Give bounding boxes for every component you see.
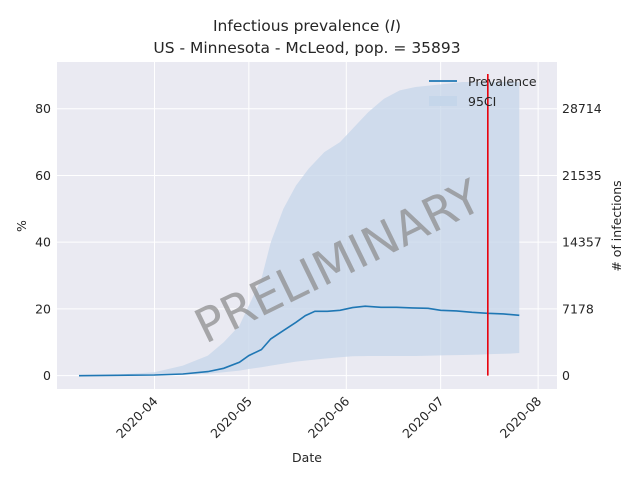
legend: Prevalence 95CI [429,74,537,109]
legend-band-swatch [429,96,457,106]
y-tick-label-80: 80 [35,101,51,116]
prevalence-line [78,305,520,377]
y-tick-labels: 0 20 40 60 80 [35,101,51,383]
y-right-tick-label-28714: 28714 [562,101,602,116]
y-axis-label: % [14,220,29,232]
x-tick-label-2020-07: 2020-07 [399,394,447,442]
chart-title: Infectious prevalence (I) [213,17,401,35]
x-tick-label-2020-04: 2020-04 [113,393,161,441]
y-tick-label-0: 0 [43,368,51,383]
x-tick-label-2020-05: 2020-05 [207,394,255,442]
y-right-tick-label-7178: 7178 [562,301,594,316]
x-tick-labels: 2020-04 2020-05 2020-06 2020-07 2020-08 [113,393,544,441]
y-tick-label-20: 20 [35,301,51,316]
x-tick-label-2020-08: 2020-08 [497,393,545,441]
y-right-tick-label-0: 0 [562,368,570,383]
y-tick-label-40: 40 [35,235,51,250]
ci-band [79,82,520,376]
x-axis-label: Date [292,450,322,465]
legend-label-prevalence: Prevalence [468,74,537,89]
y-right-tick-labels: 0 7178 14357 21535 28714 [562,101,602,383]
y-right-tick-label-14357: 14357 [562,235,602,250]
legend-label-95ci: 95CI [468,94,496,109]
y-right-tick-label-21535: 21535 [562,168,602,183]
x-tick-label-2020-06: 2020-06 [305,393,353,441]
y-right-axis-label: # of infections [609,180,624,271]
y-tick-label-60: 60 [35,168,51,183]
chart-subtitle: US - Minnesota - McLeod, pop. = 35893 [153,39,460,57]
